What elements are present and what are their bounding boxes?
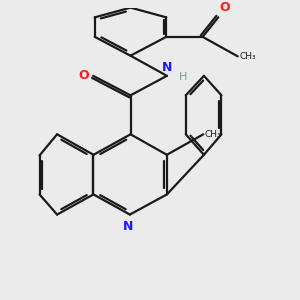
- Text: CH₃: CH₃: [239, 52, 256, 61]
- Text: O: O: [78, 69, 89, 82]
- Text: CH₃: CH₃: [205, 130, 221, 139]
- Text: N: N: [162, 61, 172, 74]
- Text: N: N: [123, 220, 134, 233]
- Text: O: O: [220, 2, 230, 14]
- Text: H: H: [178, 72, 187, 82]
